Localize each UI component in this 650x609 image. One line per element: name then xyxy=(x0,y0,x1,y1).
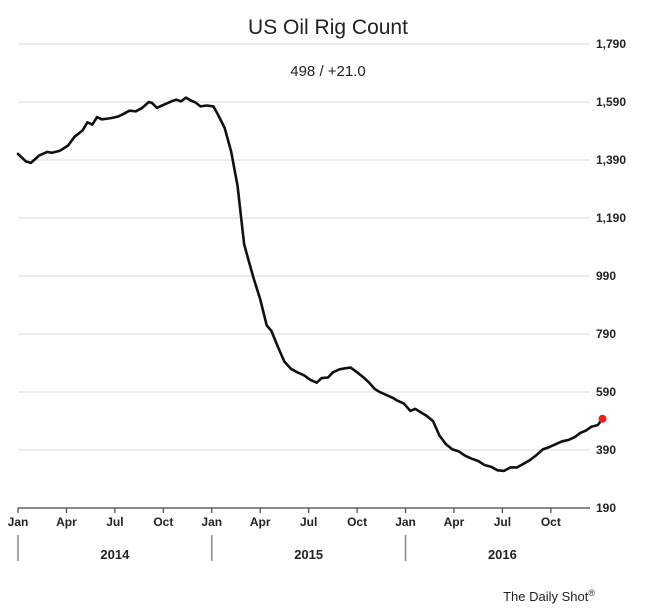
y-tick-label: 1,190 xyxy=(596,211,626,225)
year-label: 2014 xyxy=(100,547,130,562)
chart-subtitle: 498 / +21.0 xyxy=(290,63,365,80)
x-tick-label: Jan xyxy=(395,515,416,529)
x-axis-ticks: Jan Apr Jul Oct Jan Apr Jul Oct Jan Apr Jul Oct xyxy=(8,508,561,529)
x-tick-label: Jan xyxy=(8,515,29,529)
y-tick-label: 190 xyxy=(596,501,616,515)
x-tick-label: Apr xyxy=(250,515,271,529)
x-tick-label: Apr xyxy=(444,515,465,529)
y-tick-label: 590 xyxy=(596,385,616,399)
y-tick-label: 390 xyxy=(596,443,616,457)
y-tick-label: 990 xyxy=(596,269,616,283)
y-tick-label: 1,590 xyxy=(596,95,626,109)
gridlines xyxy=(18,43,590,451)
last-value-marker xyxy=(598,414,607,423)
source-credit: The Daily Shot® xyxy=(503,588,595,604)
x-tick-label: Oct xyxy=(347,515,367,529)
x-tick-label: Apr xyxy=(56,515,77,529)
y-tick-label: 790 xyxy=(596,327,616,341)
year-label: 2016 xyxy=(488,547,517,562)
x-tick-label: Jul xyxy=(106,515,123,529)
source-registered-mark: ® xyxy=(588,588,595,598)
x-tick-label: Jul xyxy=(300,515,317,529)
x-tick-label: Jul xyxy=(494,515,511,529)
chart-title: US Oil Rig Count xyxy=(248,16,408,39)
rig-count-line xyxy=(16,96,604,473)
y-tick-label: 1,790 xyxy=(596,37,626,51)
x-tick-label: Oct xyxy=(541,515,561,529)
y-axis-ticks: 1,790 1,590 1,390 1,190 990 790 590 390 190 xyxy=(596,37,626,515)
x-tick-label: Oct xyxy=(153,515,173,529)
y-tick-label: 1,390 xyxy=(596,153,626,167)
source-name: The Daily Shot xyxy=(503,589,589,604)
year-labels: 2014 2015 2016 xyxy=(17,535,517,562)
year-label: 2015 xyxy=(294,547,323,562)
x-tick-label: Jan xyxy=(201,515,222,529)
